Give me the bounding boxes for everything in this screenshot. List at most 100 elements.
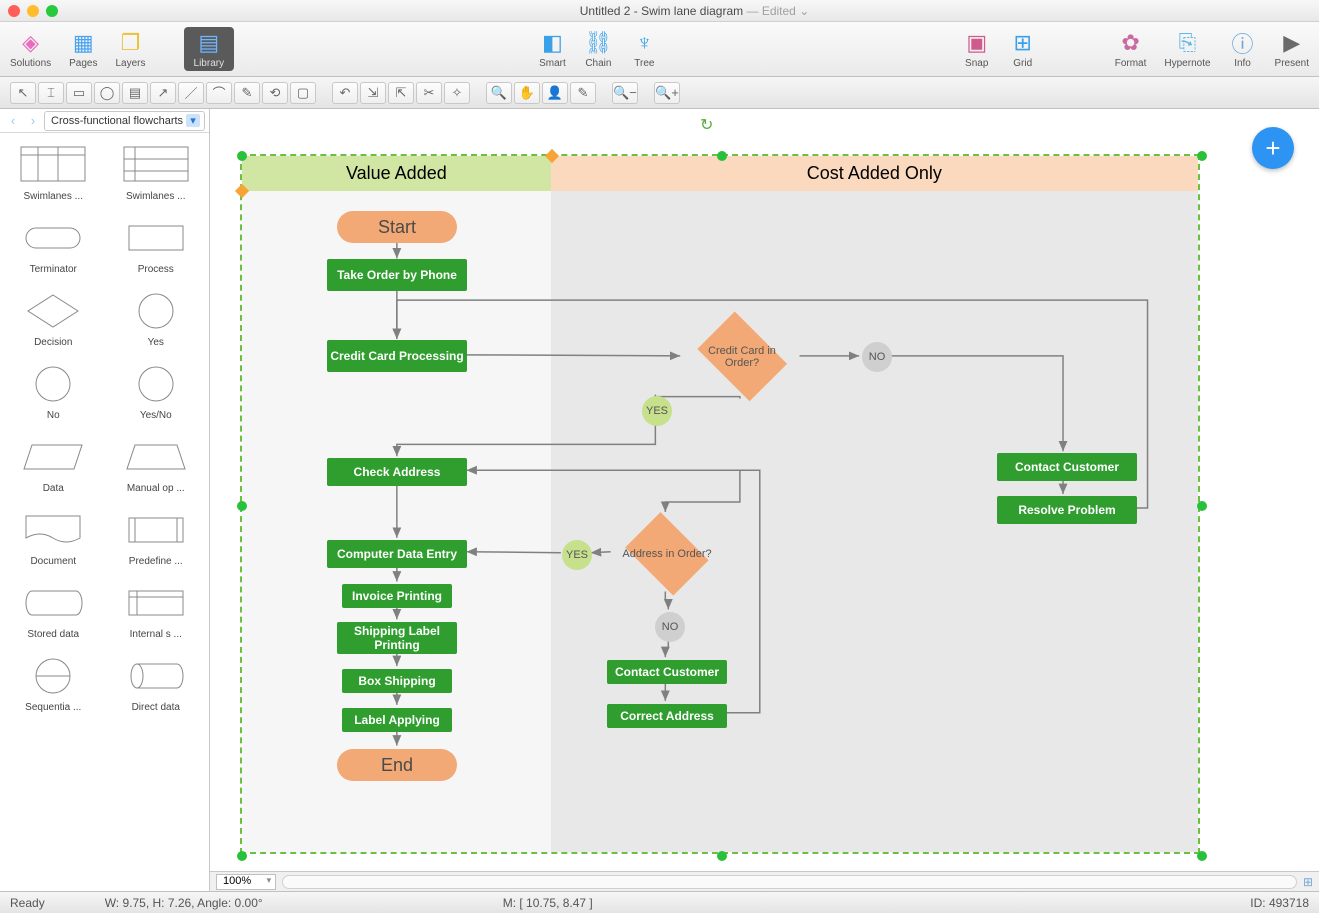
shape-yes[interactable]: Yes — [109, 287, 204, 348]
shape-internal-s-[interactable]: Internal s ... — [109, 579, 204, 640]
tool-button-3[interactable]: ◯ — [94, 82, 120, 104]
rotate-handle-icon[interactable]: ↻ — [700, 115, 713, 135]
selection-handle[interactable] — [237, 151, 247, 161]
tb-pages-button[interactable]: ▦Pages — [69, 29, 97, 69]
tb-layers-button[interactable]: ❐Layers — [116, 29, 146, 69]
selection-handle[interactable] — [1197, 151, 1207, 161]
tb-chain-button[interactable]: ⛓Chain — [584, 29, 612, 69]
node-entry[interactable]: Computer Data Entry — [327, 540, 467, 568]
tool-button-6[interactable]: ／ — [178, 82, 204, 104]
tool-button-18[interactable]: 🔍 — [486, 82, 512, 104]
selection-handle[interactable] — [237, 501, 247, 511]
tool-button-2[interactable]: ▭ — [66, 82, 92, 104]
shape-direct-data[interactable]: Direct data — [109, 652, 204, 713]
selection-handle[interactable] — [717, 151, 727, 161]
node-start[interactable]: Start — [337, 211, 457, 243]
node-resolve[interactable]: Resolve Problem — [997, 496, 1137, 524]
shape-document[interactable]: Document — [6, 506, 101, 567]
tool-button-14[interactable]: ⇱ — [388, 82, 414, 104]
add-button[interactable]: + — [1252, 127, 1294, 169]
node-correct[interactable]: Correct Address — [607, 704, 727, 728]
tool-button-10[interactable]: ▢ — [290, 82, 316, 104]
tool-button-20[interactable]: 👤 — [542, 82, 568, 104]
tool-button-0[interactable]: ↖ — [10, 82, 36, 104]
fullscreen-icon[interactable] — [46, 5, 58, 17]
tb-hypernote-button[interactable]: ⎘Hypernote — [1164, 29, 1210, 69]
tool-button-12[interactable]: ↶ — [332, 82, 358, 104]
shape-sequentia-[interactable]: Sequentia ... — [6, 652, 101, 713]
selection-handle[interactable] — [717, 851, 727, 861]
tb-format-button[interactable]: ✿Format — [1115, 29, 1147, 69]
status-bar: Ready W: 9.75, H: 7.26, Angle: 0.00° M: … — [0, 891, 1319, 913]
tool-button-13[interactable]: ⇲ — [360, 82, 386, 104]
node-yes1[interactable]: YES — [642, 396, 672, 426]
node-end[interactable]: End — [337, 749, 457, 781]
library-button[interactable]: ▤ Library — [184, 27, 235, 71]
drawing-canvas[interactable]: ↻ + Value AddedCost Added Only Start Take… — [210, 109, 1319, 871]
tool-button-7[interactable]: ⌒ — [206, 82, 232, 104]
tb-info-button[interactable]: ⓘInfo — [1229, 29, 1257, 69]
shape-manual-op-[interactable]: Manual op ... — [109, 433, 204, 494]
corner-icon: ⊞ — [1303, 875, 1313, 889]
node-box[interactable]: Box Shipping — [342, 669, 452, 693]
shape-process[interactable]: Process — [109, 214, 204, 275]
shape-yes-no[interactable]: Yes/No — [109, 360, 204, 421]
tool-button-16[interactable]: ✧ — [444, 82, 470, 104]
tool-button-23[interactable]: 🔍− — [612, 82, 638, 104]
swimlane-container[interactable]: Value AddedCost Added Only Start Take Ord… — [240, 154, 1200, 854]
node-take[interactable]: Take Order by Phone — [327, 259, 467, 291]
node-addrdia[interactable]: Address in Order? — [612, 514, 722, 594]
shape-predefine-[interactable]: Predefine ... — [109, 506, 204, 567]
node-check[interactable]: Check Address — [327, 458, 467, 486]
node-yes2[interactable]: YES — [562, 540, 592, 570]
shape-terminator[interactable]: Terminator — [6, 214, 101, 275]
node-labelapp[interactable]: Label Applying — [342, 708, 452, 732]
tb-tree-button[interactable]: ♆Tree — [630, 29, 658, 69]
node-no1[interactable]: NO — [862, 342, 892, 372]
info-icon: ⓘ — [1229, 29, 1257, 57]
shape-no[interactable]: No — [6, 360, 101, 421]
close-icon[interactable] — [8, 5, 20, 17]
tool-button-9[interactable]: ⟲ — [262, 82, 288, 104]
tool-button-15[interactable]: ✂ — [416, 82, 442, 104]
shape-data[interactable]: Data — [6, 433, 101, 494]
tools-toolbar: ↖⌶▭◯▤↗／⌒✎⟲▢↶⇲⇱✂✧🔍✋👤✎🔍−🔍+ — [0, 77, 1319, 109]
shape-swimlanes-[interactable]: Swimlanes ... — [6, 141, 101, 202]
node-no2[interactable]: NO — [655, 612, 685, 642]
tool-button-5[interactable]: ↗ — [150, 82, 176, 104]
selection-handle[interactable] — [1197, 501, 1207, 511]
status-mouse: M: [ 10.75, 8.47 ] — [503, 896, 593, 910]
zoom-dropdown[interactable]: 100% — [216, 874, 276, 890]
lane-header[interactable]: Cost Added Only — [551, 156, 1198, 191]
shapes-next-button[interactable]: › — [24, 112, 42, 130]
shape-decision[interactable]: Decision — [6, 287, 101, 348]
tool-button-8[interactable]: ✎ — [234, 82, 260, 104]
shape-stored-data[interactable]: Stored data — [6, 579, 101, 640]
node-contact1[interactable]: Contact Customer — [997, 453, 1137, 481]
tb-grid-button[interactable]: ⊞Grid — [1009, 29, 1037, 69]
shape-swimlanes-[interactable]: Swimlanes ... — [109, 141, 204, 202]
tb-snap-button[interactable]: ▣Snap — [963, 29, 991, 69]
tool-button-21[interactable]: ✎ — [570, 82, 596, 104]
node-contact2[interactable]: Contact Customer — [607, 660, 727, 684]
node-invoice[interactable]: Invoice Printing — [342, 584, 452, 608]
library-icon: ▤ — [195, 29, 223, 57]
tool-button-1[interactable]: ⌶ — [38, 82, 64, 104]
shapes-library-dropdown[interactable]: Cross-functional flowcharts — [44, 111, 205, 131]
tb-smart-button[interactable]: ◧Smart — [538, 29, 566, 69]
shapes-prev-button[interactable]: ‹ — [4, 112, 22, 130]
tb-present-button[interactable]: ▶Present — [1275, 29, 1309, 69]
lane-header[interactable]: Value Added — [242, 156, 551, 191]
node-ccdia[interactable]: Credit Card in Order? — [682, 314, 802, 400]
tool-button-19[interactable]: ✋ — [514, 82, 540, 104]
minimize-icon[interactable] — [27, 5, 39, 17]
selection-handle[interactable] — [1197, 851, 1207, 861]
horizontal-scrollbar[interactable] — [282, 875, 1297, 889]
tool-button-4[interactable]: ▤ — [122, 82, 148, 104]
window-titlebar: Untitled 2 - Swim lane diagram — Edited … — [0, 0, 1319, 22]
node-ccproc[interactable]: Credit Card Processing — [327, 340, 467, 372]
tb-solutions-button[interactable]: ◈Solutions — [10, 29, 51, 69]
tool-button-25[interactable]: 🔍+ — [654, 82, 680, 104]
node-shiplbl[interactable]: Shipping Label Printing — [337, 622, 457, 654]
selection-handle[interactable] — [237, 851, 247, 861]
